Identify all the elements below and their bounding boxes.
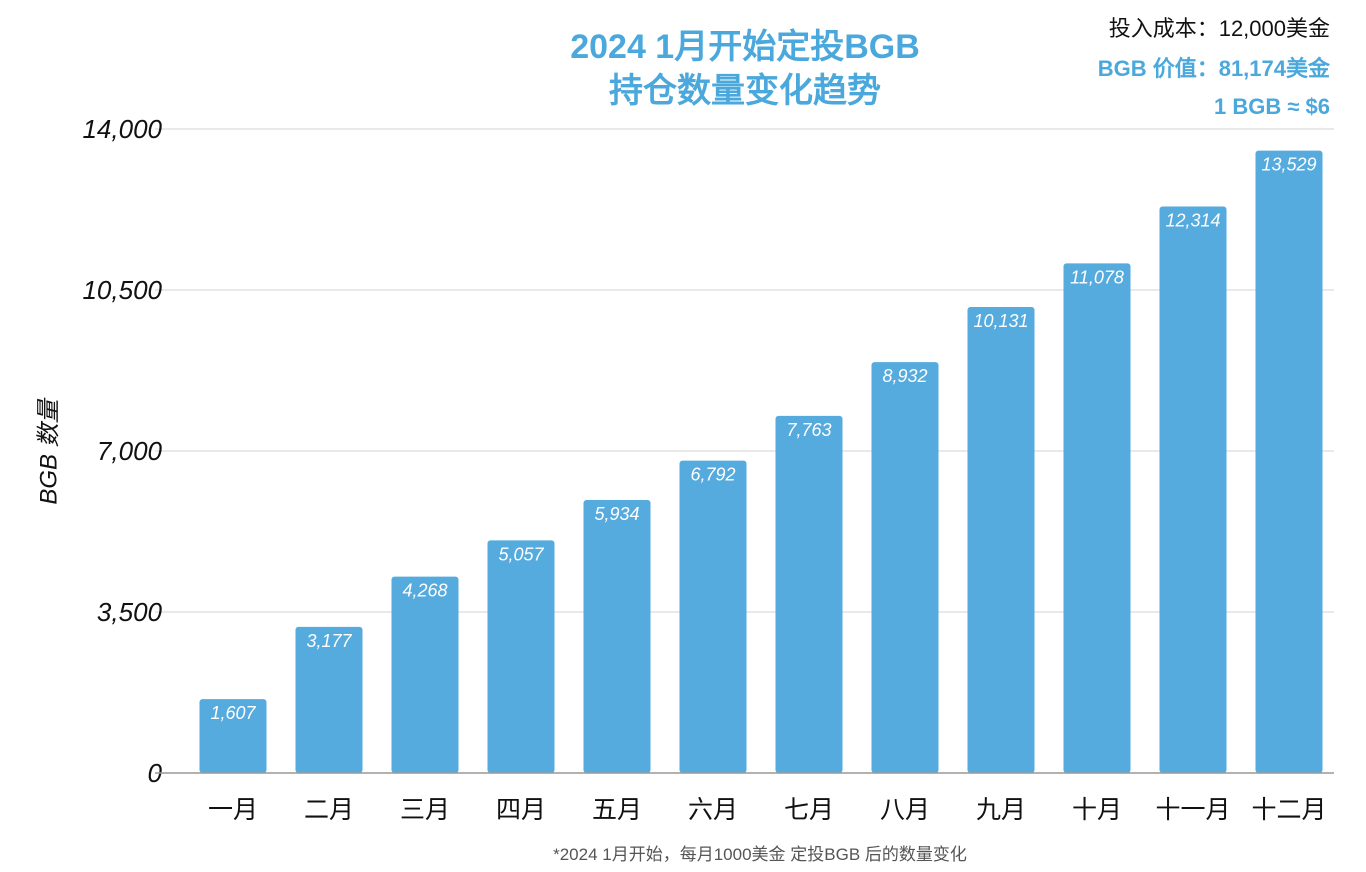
bar-value-label: 3,177 — [306, 631, 352, 651]
bar-value-label: 12,314 — [1165, 211, 1220, 231]
bar — [391, 576, 459, 773]
y-tick-label: 7,000 — [97, 436, 163, 466]
bar-value-label: 7,763 — [786, 420, 831, 440]
bar — [295, 626, 363, 773]
bar-value-label: 5,934 — [594, 504, 639, 524]
bar — [967, 306, 1035, 773]
bar — [871, 362, 939, 773]
bar — [583, 500, 651, 773]
y-tick-label: 3,500 — [97, 597, 163, 627]
bar-value-label: 1,607 — [210, 703, 256, 723]
bar — [199, 699, 267, 773]
x-tick-label: 三月 — [400, 795, 450, 824]
x-tick-label: 十月 — [1072, 795, 1122, 824]
y-tick-label: 14,000 — [82, 114, 162, 144]
bar-value-label: 6,792 — [690, 465, 735, 485]
chart-subtitle: 持仓数量变化趋势 — [609, 72, 881, 110]
bar-value-label: 5,057 — [498, 544, 544, 564]
x-tick-label: 五月 — [592, 795, 642, 824]
bar — [679, 460, 747, 773]
bar — [775, 415, 843, 773]
value-annotation: BGB 价值：81,174美金 — [1097, 56, 1330, 81]
bar — [1255, 150, 1323, 773]
bar-value-label: 13,529 — [1261, 155, 1316, 175]
price-annotation: 1 BGB ≈ $6 — [1213, 94, 1330, 119]
x-tick-label: 七月 — [784, 795, 834, 824]
cost-annotation: 投入成本：12,000美金 — [1108, 16, 1330, 41]
chart-title: 2024 1月开始定投BGB — [570, 28, 920, 66]
footnote: *2024 1月开始，每月1000美金 定投BGB 后的数量变化 — [553, 845, 967, 864]
x-tick-label: 一月 — [208, 795, 258, 824]
x-tick-label: 六月 — [688, 795, 738, 824]
x-tick-label: 十二月 — [1251, 795, 1326, 824]
x-tick-label: 九月 — [976, 795, 1026, 824]
x-tick-label: 四月 — [496, 795, 546, 824]
bar — [1063, 263, 1131, 773]
bar-value-label: 11,078 — [1070, 267, 1124, 287]
y-tick-label: 10,500 — [82, 275, 162, 305]
bar — [487, 540, 555, 773]
x-tick-label: 十一月 — [1155, 795, 1230, 824]
bar-value-label: 8,932 — [882, 366, 927, 386]
bar-value-label: 10,131 — [973, 311, 1028, 331]
bar-value-label: 4,268 — [402, 581, 447, 601]
x-tick-label: 二月 — [304, 795, 354, 824]
bar — [1159, 206, 1227, 773]
x-tick-label: 八月 — [880, 795, 930, 824]
